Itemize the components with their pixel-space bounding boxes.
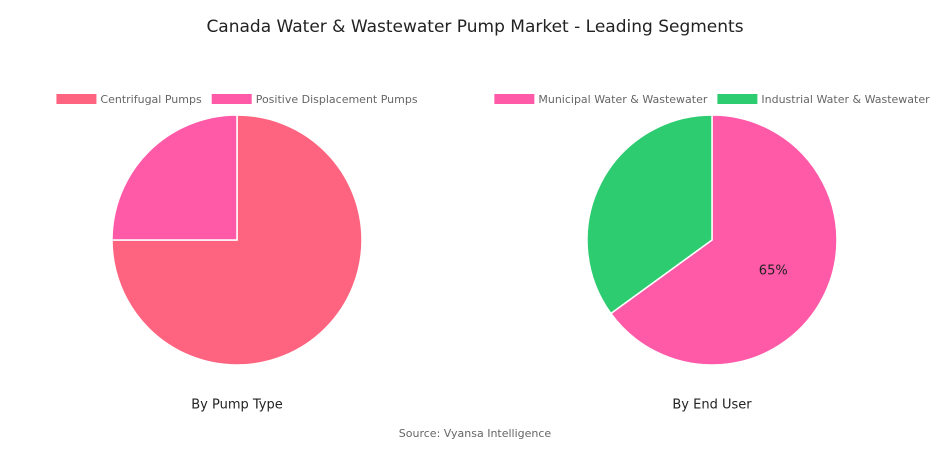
pie-slice xyxy=(586,114,713,315)
pie-slice xyxy=(111,114,363,366)
pie-slice xyxy=(111,114,238,241)
legend-label: Industrial Water & Wastewater xyxy=(761,93,930,106)
legend-label: Municipal Water & Wastewater xyxy=(538,93,708,106)
chart-subtitle: By Pump Type xyxy=(191,398,283,413)
legend-swatch xyxy=(494,94,535,104)
value-label: 65% xyxy=(759,264,788,279)
legend-swatch xyxy=(717,94,758,104)
legend-swatch xyxy=(56,94,97,104)
legend-label: Positive Displacement Pumps xyxy=(256,93,418,106)
source: Source: Vyansa Intelligence xyxy=(399,427,552,440)
chart-subtitle: By End User xyxy=(672,398,752,413)
legend-swatch xyxy=(211,94,252,104)
pie-slice xyxy=(609,114,838,366)
chart-title: Canada Water & Wastewater Pump Market - … xyxy=(206,17,743,37)
legend-label: Centrifugal Pumps xyxy=(100,93,202,106)
